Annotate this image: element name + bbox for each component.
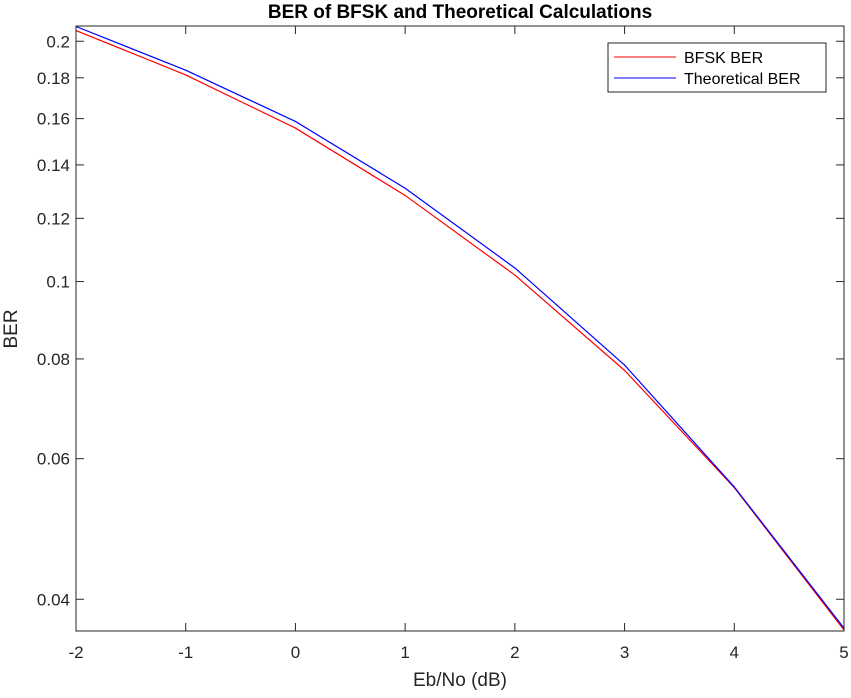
- data-point-theoretical-ber: [514, 267, 516, 269]
- series-line-theoretical-ber: [75, 25, 845, 629]
- legend-box: [607, 42, 827, 93]
- data-point-theoretical-ber: [404, 187, 406, 189]
- y-tick-label: 0.18: [37, 69, 70, 88]
- data-point-bfsk-ber: [623, 369, 626, 371]
- x-tick-label: 3: [620, 643, 629, 662]
- y-tick-label: 0.12: [37, 209, 70, 228]
- x-tick-label: -2: [68, 643, 83, 662]
- x-tick-label: 4: [730, 643, 739, 662]
- y-tick-label: 0.08: [37, 350, 70, 369]
- axes-box: [75, 25, 845, 632]
- x-axis-label: Eb/No (dB): [413, 670, 507, 691]
- y-tick-label: 0.1: [46, 273, 70, 292]
- legend-label-bfsk-ber: BFSK BER: [684, 50, 763, 67]
- series-line-bfsk-ber: [75, 29, 845, 631]
- y-tick-label: 0.16: [37, 110, 70, 129]
- y-tick-label: 0.06: [37, 450, 70, 469]
- legend-label-theoretical-ber: Theoretical BER: [684, 71, 801, 88]
- y-tick-label: 0.2: [46, 32, 70, 51]
- data-point-bfsk-ber: [185, 74, 187, 76]
- plot-area: [76, 26, 844, 631]
- data-point-bfsk-ber: [514, 274, 516, 276]
- x-tick-labels: -2 -1 0 1 2 3 4 5: [68, 643, 848, 662]
- y-axis-label: BER: [1, 309, 22, 348]
- x-tick-label: 0: [291, 643, 300, 662]
- legend: BFSK BER Theoretical BER: [607, 42, 827, 93]
- data-point-theoretical-ber: [185, 69, 187, 71]
- y-tick-label: 0.04: [37, 590, 70, 609]
- y-tick-labels: 0.04 0.06 0.08 0.1 0.12 0.14 0.16 0.18 0.2: [37, 32, 70, 609]
- data-point-theoretical-ber: [623, 364, 626, 366]
- x-tick-label: 5: [839, 643, 848, 662]
- x-tick-label: -1: [178, 643, 193, 662]
- data-point-theoretical-ber: [733, 486, 735, 488]
- data-point-bfsk-ber: [404, 194, 406, 197]
- y-tick-label: 0.14: [37, 156, 70, 175]
- chart-title: BER of BFSK and Theoretical Calculations: [268, 2, 652, 23]
- data-point-theoretical-ber: [294, 120, 297, 123]
- x-tick-label: 2: [510, 643, 519, 662]
- x-tick-label: 1: [400, 643, 409, 662]
- data-point-bfsk-ber: [294, 127, 297, 129]
